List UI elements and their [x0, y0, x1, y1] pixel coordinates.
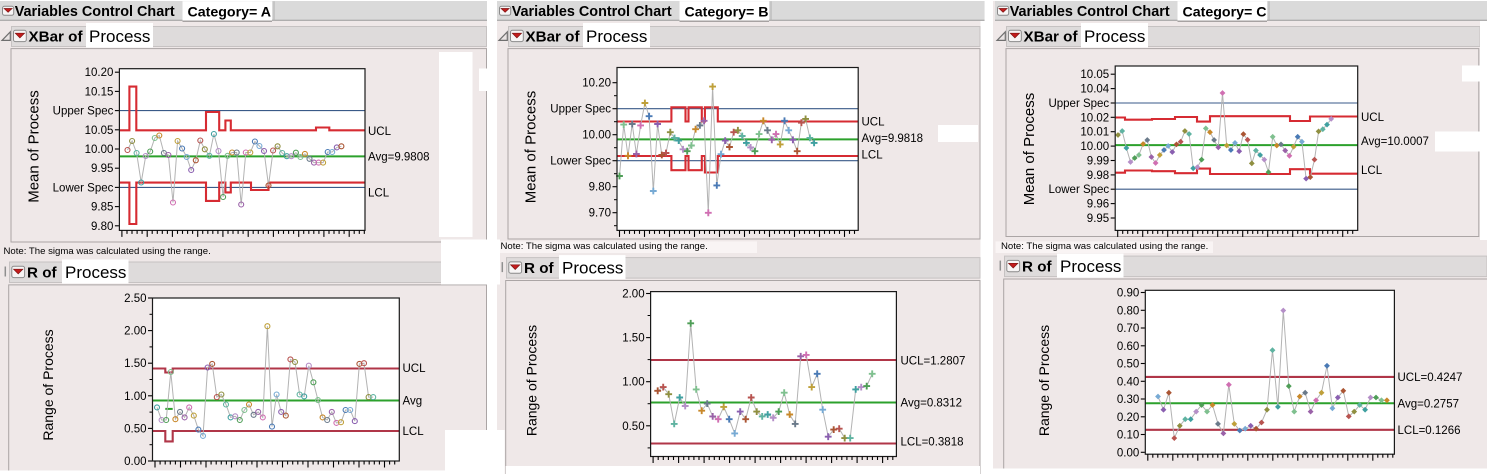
svg-text:10.01: 10.01: [1080, 127, 1109, 139]
svg-text:Category= A: Category= A: [188, 4, 271, 20]
svg-text:LCL=0.3818: LCL=0.3818: [901, 437, 964, 449]
svg-text:LCL=0.1266: LCL=0.1266: [1398, 425, 1461, 437]
svg-text:Process: Process: [65, 263, 126, 282]
svg-text:Upper Spec: Upper Spec: [550, 104, 611, 116]
svg-text:LCL: LCL: [368, 188, 390, 200]
svg-text:Note: The sigma was calculated: Note: The sigma was calculated using the…: [501, 241, 708, 252]
svg-text:Category= C: Category= C: [1183, 4, 1267, 20]
svg-text:10.05: 10.05: [85, 125, 114, 137]
svg-text:9.98: 9.98: [1087, 170, 1109, 182]
svg-text:Category= B: Category= B: [685, 4, 769, 20]
svg-text:Variables Control Chart: Variables Control Chart: [15, 4, 175, 20]
svg-text:9.95: 9.95: [1087, 213, 1109, 225]
svg-text:R of: R of: [524, 260, 554, 277]
svg-text:Variables Control Chart: Variables Control Chart: [1010, 4, 1170, 20]
svg-text:0.40: 0.40: [1117, 376, 1139, 388]
svg-text:Process: Process: [586, 27, 647, 46]
svg-text:1.50: 1.50: [124, 358, 146, 370]
svg-text:10.20: 10.20: [582, 78, 611, 90]
svg-text:Process: Process: [89, 27, 150, 46]
svg-text:XBar of: XBar of: [29, 28, 84, 45]
svg-text:Process: Process: [562, 259, 623, 278]
svg-text:10.05: 10.05: [1080, 69, 1109, 81]
svg-text:LCL: LCL: [1361, 165, 1383, 177]
svg-text:0.70: 0.70: [1117, 323, 1139, 335]
svg-text:0.50: 0.50: [124, 423, 146, 435]
svg-text:10.00: 10.00: [1080, 141, 1109, 153]
svg-text:0.60: 0.60: [1117, 341, 1139, 353]
svg-text:XBar of: XBar of: [526, 28, 581, 45]
svg-text:Range of Process: Range of Process: [524, 325, 540, 436]
svg-text:2.50: 2.50: [124, 293, 146, 305]
svg-text:Process: Process: [1060, 257, 1121, 276]
svg-text:LCL: LCL: [862, 150, 884, 162]
svg-text:Range of Process: Range of Process: [1036, 325, 1052, 436]
svg-text:UCL: UCL: [403, 363, 427, 375]
svg-text:0.50: 0.50: [622, 421, 644, 433]
svg-text:0.50: 0.50: [1117, 359, 1139, 371]
svg-text:9.95: 9.95: [91, 163, 113, 175]
svg-text:1.00: 1.00: [124, 391, 146, 403]
svg-text:9.96: 9.96: [1087, 199, 1109, 211]
svg-text:2.00: 2.00: [622, 289, 644, 301]
svg-text:Avg=0.8312: Avg=0.8312: [901, 397, 963, 409]
svg-text:0.90: 0.90: [1117, 288, 1139, 300]
svg-text:Mean of Process: Mean of Process: [523, 91, 540, 204]
svg-text:10.00: 10.00: [582, 130, 611, 142]
svg-text:Process: Process: [1084, 27, 1145, 46]
svg-text:R of: R of: [1022, 258, 1052, 275]
svg-text:9.70: 9.70: [589, 208, 611, 220]
svg-text:10.02: 10.02: [1080, 112, 1109, 124]
svg-text:9.80: 9.80: [589, 182, 611, 194]
svg-text:10.04: 10.04: [1080, 84, 1109, 96]
svg-text:1.50: 1.50: [622, 333, 644, 345]
svg-text:Upper Spec: Upper Spec: [1048, 98, 1109, 110]
svg-text:LCL: LCL: [403, 426, 425, 438]
svg-text:UCL: UCL: [862, 117, 886, 129]
svg-text:Note: The sigma was calculated: Note: The sigma was calculated using the…: [1001, 241, 1208, 252]
svg-text:10.15: 10.15: [85, 86, 114, 98]
svg-text:UCL=1.2807: UCL=1.2807: [901, 355, 966, 367]
svg-text:Lower Spec: Lower Spec: [550, 156, 611, 168]
svg-text:9.85: 9.85: [91, 202, 113, 214]
svg-text:Mean of Process: Mean of Process: [1021, 93, 1038, 206]
svg-text:Avg=9.9808: Avg=9.9808: [368, 151, 430, 163]
svg-text:Variables Control Chart: Variables Control Chart: [512, 4, 672, 20]
svg-text:Avg=10.0007: Avg=10.0007: [1361, 136, 1429, 148]
svg-text:2.00: 2.00: [124, 326, 146, 338]
svg-text:0.10: 0.10: [1117, 430, 1139, 442]
svg-text:XBar of: XBar of: [1024, 28, 1079, 45]
svg-text:0.00: 0.00: [1117, 447, 1139, 459]
svg-text:0.20: 0.20: [1117, 412, 1139, 424]
svg-text:Upper Spec: Upper Spec: [53, 106, 114, 118]
svg-text:R of: R of: [27, 264, 57, 281]
svg-text:0.30: 0.30: [1117, 394, 1139, 406]
svg-text:9.99: 9.99: [1087, 156, 1109, 168]
svg-text:UCL=0.4247: UCL=0.4247: [1398, 372, 1463, 384]
svg-text:10.20: 10.20: [85, 67, 114, 79]
svg-text:Range of Process: Range of Process: [40, 329, 56, 440]
svg-text:9.80: 9.80: [91, 221, 113, 233]
svg-text:Lower Spec: Lower Spec: [53, 182, 114, 194]
svg-text:0.80: 0.80: [1117, 305, 1139, 317]
svg-text:Lower Spec: Lower Spec: [1048, 184, 1109, 196]
svg-text:Note: The sigma was calculated: Note: The sigma was calculated using the…: [4, 246, 211, 257]
svg-text:10.00: 10.00: [85, 144, 114, 156]
svg-text:0.00: 0.00: [124, 456, 146, 468]
svg-text:Avg: Avg: [403, 395, 423, 407]
svg-text:Avg=9.9818: Avg=9.9818: [862, 133, 924, 145]
svg-text:UCL: UCL: [368, 126, 392, 138]
svg-text:Mean of Process: Mean of Process: [26, 90, 43, 203]
svg-text:UCL: UCL: [1361, 112, 1385, 124]
svg-text:1.00: 1.00: [622, 377, 644, 389]
svg-text:Avg=0.2757: Avg=0.2757: [1398, 398, 1460, 410]
